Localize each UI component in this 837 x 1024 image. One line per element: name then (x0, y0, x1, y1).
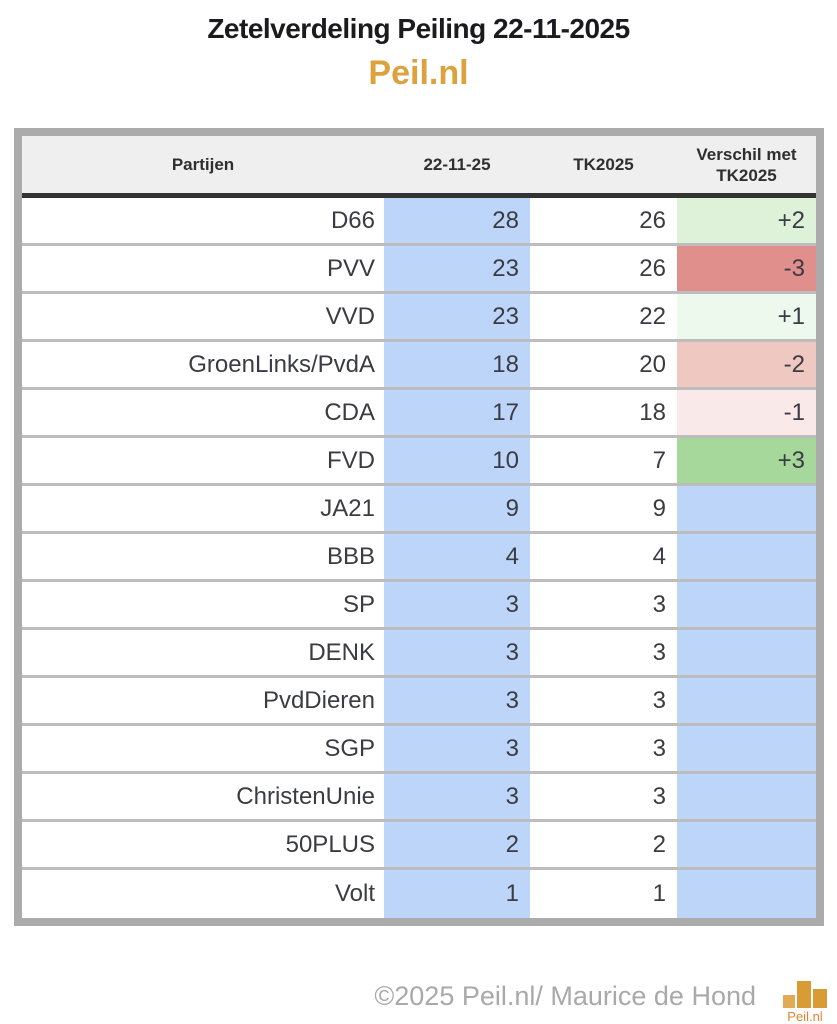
tk-cell: 7 (530, 438, 677, 483)
seats-cell: 3 (384, 726, 530, 771)
bar-chart-icon (783, 981, 827, 1008)
tk-cell: 1 (530, 870, 677, 918)
tk-cell: 26 (530, 198, 677, 243)
column-header-partijen: Partijen (171, 155, 235, 174)
party-cell: SP (22, 582, 384, 627)
tk-cell: 4 (530, 534, 677, 579)
poll-table: Partijen 22-11-25 TK2025 Verschil met TK… (14, 128, 824, 926)
table-row: PvdDieren 3 3 (22, 678, 816, 726)
party-cell: ChristenUnie (22, 774, 384, 819)
party-cell: DENK (22, 630, 384, 675)
table-body: D66 28 26 +2 PVV 23 26 -3 VVD 23 22 +1 G… (22, 198, 816, 918)
seats-cell: 23 (384, 294, 530, 339)
seats-cell: 23 (384, 246, 530, 291)
logo-bar-medium (813, 989, 827, 1008)
party-cell: VVD (22, 294, 384, 339)
table-row: SGP 3 3 (22, 726, 816, 774)
party-cell: BBB (22, 534, 384, 579)
diff-cell: -3 (677, 246, 816, 291)
tk-cell: 22 (530, 294, 677, 339)
column-header-tk2025: TK2025 (573, 155, 634, 174)
diff-cell: -1 (677, 390, 816, 435)
tk-cell: 3 (530, 582, 677, 627)
party-cell: CDA (22, 390, 384, 435)
seats-cell: 9 (384, 486, 530, 531)
party-cell: JA21 (22, 486, 384, 531)
seats-cell: 2 (384, 822, 530, 867)
diff-cell (677, 630, 816, 675)
table-row: JA21 9 9 (22, 486, 816, 534)
table-row: FVD 10 7 +3 (22, 438, 816, 486)
seats-cell: 28 (384, 198, 530, 243)
seats-cell: 3 (384, 678, 530, 723)
seats-cell: 4 (384, 534, 530, 579)
seats-cell: 10 (384, 438, 530, 483)
column-header-date: 22-11-25 (423, 155, 491, 174)
diff-cell: +1 (677, 294, 816, 339)
table-row: PVV 23 26 -3 (22, 246, 816, 294)
table-row: BBB 4 4 (22, 534, 816, 582)
column-header-verschil: Verschil met TK2025 (696, 144, 797, 185)
table-row: Volt 1 1 (22, 870, 816, 918)
logo-bar-tall (797, 981, 811, 1008)
table-row: 50PLUS 2 2 (22, 822, 816, 870)
tk-cell: 20 (530, 342, 677, 387)
tk-cell: 3 (530, 630, 677, 675)
seats-cell: 18 (384, 342, 530, 387)
table-row: GroenLinks/PvdA 18 20 -2 (22, 342, 816, 390)
seats-cell: 3 (384, 774, 530, 819)
brand-subtitle: Peil.nl (368, 54, 469, 92)
logo-bar-short (783, 995, 795, 1008)
tk-cell: 3 (530, 774, 677, 819)
seats-cell: 17 (384, 390, 530, 435)
diff-cell: +3 (677, 438, 816, 483)
copyright-text: ©2025 Peil.nl/ Maurice de Hond (374, 981, 756, 1011)
tk-cell: 3 (530, 726, 677, 771)
diff-cell (677, 582, 816, 627)
diff-cell (677, 534, 816, 579)
diff-cell: -2 (677, 342, 816, 387)
party-cell: PvdDieren (22, 678, 384, 723)
table-row: D66 28 26 +2 (22, 198, 816, 246)
table-row: DENK 3 3 (22, 630, 816, 678)
party-cell: GroenLinks/PvdA (22, 342, 384, 387)
party-cell: SGP (22, 726, 384, 771)
seats-cell: 3 (384, 582, 530, 627)
table-row: ChristenUnie 3 3 (22, 774, 816, 822)
tk-cell: 18 (530, 390, 677, 435)
peilnl-logo: Peil.nl (780, 981, 830, 1024)
party-cell: Volt (22, 870, 384, 918)
footer: ©2025 Peil.nl/ Maurice de Hond Peil.nl (0, 981, 830, 1024)
tk-cell: 3 (530, 678, 677, 723)
table-row: SP 3 3 (22, 582, 816, 630)
party-cell: D66 (22, 198, 384, 243)
logo-text: Peil.nl (787, 1009, 823, 1024)
seats-cell: 1 (384, 870, 530, 918)
table-row: CDA 17 18 -1 (22, 390, 816, 438)
diff-cell (677, 822, 816, 867)
party-cell: 50PLUS (22, 822, 384, 867)
tk-cell: 2 (530, 822, 677, 867)
tk-cell: 26 (530, 246, 677, 291)
tk-cell: 9 (530, 486, 677, 531)
table-row: VVD 23 22 +1 (22, 294, 816, 342)
diff-cell (677, 486, 816, 531)
diff-cell (677, 870, 816, 918)
diff-cell: +2 (677, 198, 816, 243)
diff-cell (677, 726, 816, 771)
page: Zetelverdeling Peiling 22-11-2025 Peil.n… (0, 13, 837, 1024)
table-header-row: Partijen 22-11-25 TK2025 Verschil met TK… (22, 136, 816, 198)
diff-cell (677, 774, 816, 819)
party-cell: PVV (22, 246, 384, 291)
diff-cell (677, 678, 816, 723)
party-cell: FVD (22, 438, 384, 483)
page-title: Zetelverdeling Peiling 22-11-2025 (207, 13, 630, 44)
seats-cell: 3 (384, 630, 530, 675)
